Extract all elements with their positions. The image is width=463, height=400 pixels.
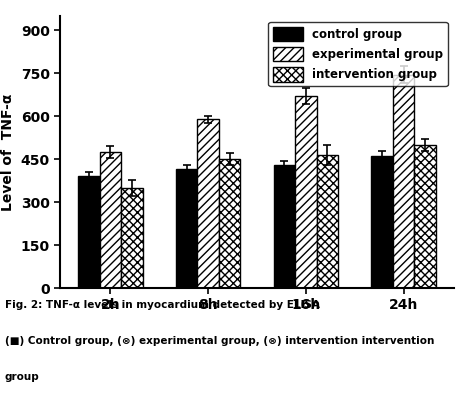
Text: group: group xyxy=(5,372,39,382)
Text: Fig. 2: TNF-α levels in myocardium detected by ELISA: Fig. 2: TNF-α levels in myocardium detec… xyxy=(5,300,319,310)
Bar xyxy=(219,159,240,288)
Bar xyxy=(78,176,100,288)
Bar xyxy=(317,155,338,288)
Bar xyxy=(295,96,317,288)
Bar xyxy=(274,165,295,288)
Bar xyxy=(371,156,393,288)
Y-axis label: Level of  TNF-α: Level of TNF-α xyxy=(1,93,15,211)
Bar xyxy=(197,119,219,288)
Bar xyxy=(100,152,121,288)
Text: (■) Control group, (⊗) experimental group, (⊗) intervention intervention: (■) Control group, (⊗) experimental grou… xyxy=(5,336,434,346)
Bar xyxy=(121,188,143,288)
Bar xyxy=(176,169,197,288)
Bar xyxy=(393,75,414,288)
Bar xyxy=(414,145,436,288)
Legend: control group, experimental group, intervention group: control group, experimental group, inter… xyxy=(269,22,448,86)
